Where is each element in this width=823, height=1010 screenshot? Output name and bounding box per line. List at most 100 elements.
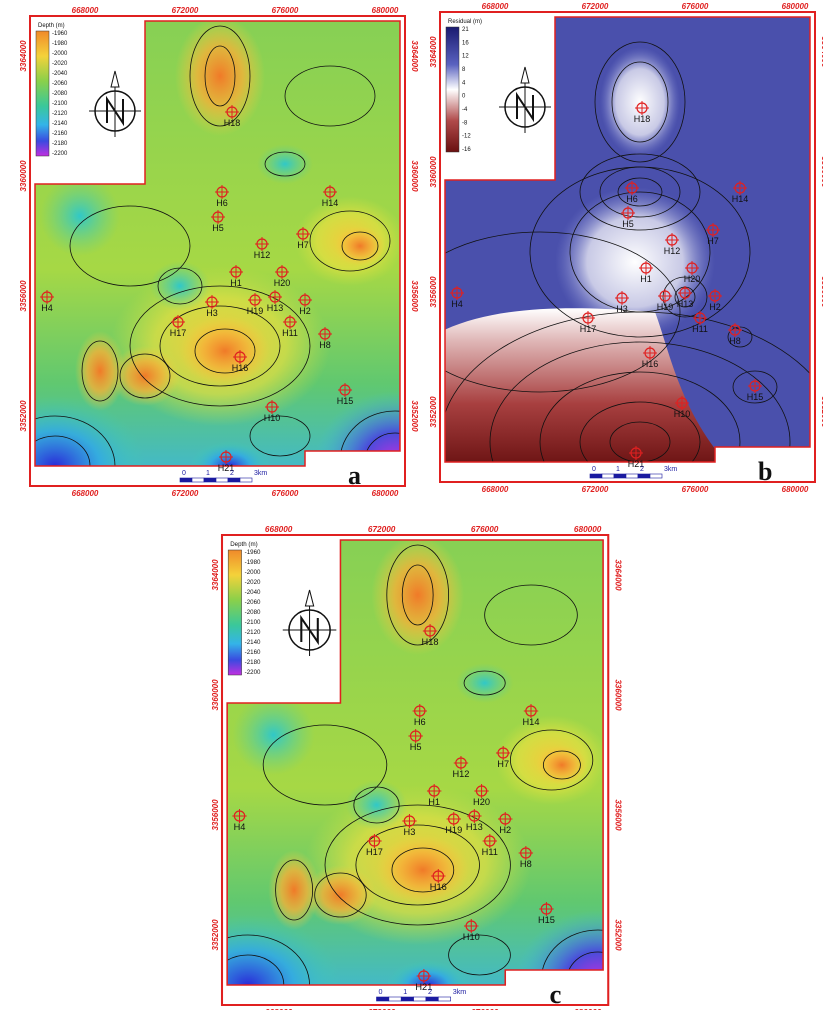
well-name: H8 bbox=[520, 859, 532, 869]
y-coord-left: 3352000 bbox=[211, 919, 220, 951]
well-name: H6 bbox=[626, 194, 638, 204]
legend-value: 8 bbox=[462, 67, 466, 73]
well-name: H1 bbox=[640, 274, 652, 284]
color-blob bbox=[268, 850, 320, 930]
map-surface bbox=[0, 16, 475, 536]
scale-label: 2 bbox=[428, 988, 432, 996]
legend-value: -2020 bbox=[245, 579, 261, 586]
well-name: H16 bbox=[232, 363, 249, 373]
legend-value: -2180 bbox=[52, 141, 68, 147]
color-blob bbox=[232, 695, 314, 775]
y-coord-left: 3360000 bbox=[19, 160, 28, 192]
legend-value: -2040 bbox=[52, 71, 68, 77]
y-coord-left: 3364000 bbox=[211, 559, 220, 591]
y-coord-left: 3356000 bbox=[211, 799, 220, 831]
scale-segment bbox=[614, 474, 626, 478]
well-name: H19 bbox=[445, 825, 462, 835]
well-name: H17 bbox=[366, 847, 383, 857]
well-name: H10 bbox=[264, 413, 281, 423]
legend-value: -2180 bbox=[245, 659, 261, 666]
well-name: H20 bbox=[274, 278, 291, 288]
scale-segment bbox=[401, 997, 413, 1001]
scale-segment bbox=[438, 997, 450, 1001]
x-coord-top: 672000 bbox=[582, 2, 609, 11]
north-arrow bbox=[499, 67, 551, 133]
well-name: H19 bbox=[247, 306, 264, 316]
x-coord-bottom: 680000 bbox=[372, 489, 399, 498]
well-name: H13 bbox=[466, 822, 483, 832]
well-name: H12 bbox=[664, 246, 681, 256]
legend-value: -2160 bbox=[245, 649, 261, 656]
figure: Depth (m)-1960-1980-2000-2020-2040-2060-… bbox=[0, 0, 823, 1010]
color-blob bbox=[40, 176, 120, 256]
x-coord-top: 680000 bbox=[372, 6, 399, 15]
y-coord-right: 3364000 bbox=[613, 559, 622, 591]
scale-label: 2 bbox=[230, 470, 234, 477]
y-coord-right: 3364000 bbox=[410, 40, 419, 72]
legend-value: -2200 bbox=[245, 669, 261, 676]
well-name: H18 bbox=[224, 118, 241, 128]
compass-tip bbox=[111, 71, 119, 87]
scale-label: 1 bbox=[206, 470, 210, 477]
well-name: H14 bbox=[732, 194, 749, 204]
scale-label: 1 bbox=[616, 466, 620, 473]
well-name: H14 bbox=[322, 198, 339, 208]
well-name: H12 bbox=[254, 250, 271, 260]
well-name: H15 bbox=[337, 396, 354, 406]
scale-segment bbox=[414, 997, 426, 1001]
well-name: H10 bbox=[463, 932, 480, 942]
y-coord-right: 3356000 bbox=[613, 799, 622, 831]
well-name: H3 bbox=[616, 304, 628, 314]
scale-segment bbox=[192, 478, 204, 482]
x-coord-top: 676000 bbox=[272, 6, 299, 15]
legend-title: Depth (m) bbox=[38, 23, 65, 29]
legend-value: 21 bbox=[462, 27, 469, 33]
legend-value: -2120 bbox=[245, 629, 261, 636]
legend-value: -2060 bbox=[245, 599, 261, 606]
well-name: H4 bbox=[234, 822, 246, 832]
color-bar bbox=[446, 27, 459, 152]
y-coord-left: 3360000 bbox=[429, 156, 438, 188]
legend-value: -2160 bbox=[52, 131, 68, 137]
scale-label: 0 bbox=[182, 470, 186, 477]
well-name: H5 bbox=[212, 223, 224, 233]
well-name: H17 bbox=[580, 324, 597, 334]
scale-segment bbox=[426, 997, 438, 1001]
well-name: H11 bbox=[692, 324, 708, 334]
north-arrow bbox=[283, 590, 337, 656]
well-name: H2 bbox=[709, 302, 721, 312]
legend-value: -2020 bbox=[52, 61, 68, 67]
well-name: H20 bbox=[684, 274, 701, 284]
well-name: H1 bbox=[230, 278, 242, 288]
well-name: H11 bbox=[482, 847, 498, 857]
legend-value: 12 bbox=[462, 54, 469, 60]
x-coord-top: 672000 bbox=[368, 525, 396, 534]
legend-value: -2140 bbox=[245, 639, 261, 646]
well-name: H1 bbox=[428, 797, 440, 807]
legend-value: -16 bbox=[462, 147, 471, 153]
well-name: H7 bbox=[497, 759, 509, 769]
panel-label: a bbox=[348, 461, 361, 490]
legend-value: -2140 bbox=[52, 121, 68, 127]
well-name: H20 bbox=[473, 797, 490, 807]
x-coord-bottom: 668000 bbox=[72, 489, 99, 498]
scale-segment bbox=[377, 997, 389, 1001]
well-name: H6 bbox=[414, 717, 426, 727]
x-coord-top: 668000 bbox=[482, 2, 509, 11]
color-bar bbox=[36, 31, 49, 156]
legend-value: -8 bbox=[462, 120, 468, 126]
map-panel: Depth (m)-1960-1980-2000-2020-2040-2060-… bbox=[0, 6, 475, 536]
y-coord-left: 3364000 bbox=[19, 40, 28, 72]
legend-value: 0 bbox=[462, 94, 466, 100]
scale-segment bbox=[228, 478, 240, 482]
panel-label: c bbox=[550, 979, 562, 1009]
map-panel: Depth (m)-1960-1980-2000-2020-2040-2060-… bbox=[155, 525, 680, 1010]
color-bar bbox=[228, 550, 241, 675]
well-name: H13 bbox=[677, 299, 694, 309]
well-name: H7 bbox=[707, 236, 719, 246]
scale-segment bbox=[216, 478, 228, 482]
y-coord-right: 3352000 bbox=[410, 400, 419, 432]
scale-label: 0 bbox=[592, 466, 596, 473]
legend-title: Residual (m) bbox=[448, 19, 482, 25]
well-name: H15 bbox=[538, 915, 555, 925]
